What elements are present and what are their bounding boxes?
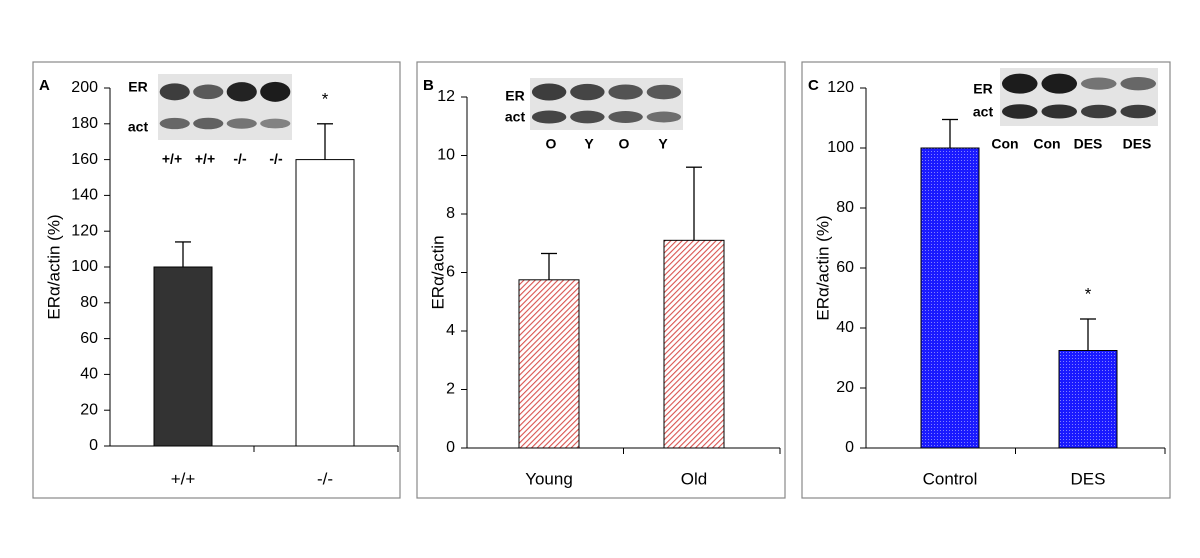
blot-band [1041,73,1078,94]
y-tick-label: 160 [71,151,98,168]
y-tick-label: 6 [446,264,455,281]
blot-row-label: act [505,109,526,125]
y-axis-label: ERα/actin (%) [813,215,832,320]
blot-row-label: act [973,104,994,120]
y-axis-label: ERα/actin (%) [44,214,63,319]
blot-row-label: act [128,119,149,135]
y-tick-label: 180 [71,115,98,132]
blot-row-label: ER [973,81,992,97]
blot-band [1041,104,1078,119]
y-tick-label: 20 [836,379,854,396]
blot-band [1120,104,1157,119]
blot-band [531,83,567,101]
panel-frame [32,61,401,499]
y-axis-label: ERα/actin [428,235,447,309]
y-tick-label: 80 [836,199,854,216]
blot-band [260,81,291,102]
blot-band [1001,73,1038,94]
blot-band [1080,104,1117,119]
blot-band [159,117,190,130]
blot-lane-label: Y [584,136,594,152]
blot-band [646,111,682,123]
x-tick-label: Control [923,469,978,488]
significance-mark: * [322,89,329,108]
blot-lane-label: Con [991,136,1018,152]
y-tick-label: 10 [437,147,455,164]
bar [518,279,580,449]
x-tick-label: Old [681,469,707,488]
y-tick-label: 140 [71,187,98,204]
x-tick-label: Young [525,469,573,488]
significance-mark: * [1085,284,1092,303]
y-tick-label: 0 [89,437,98,454]
blot-band [608,84,643,100]
blot-band [1080,77,1117,90]
panel-label: A [39,77,50,94]
y-tick-label: 40 [80,366,98,383]
blot-row-label: ER [128,79,147,95]
blot-band [226,82,257,102]
blot-lane-label: O [619,136,630,152]
x-tick-label: +/+ [171,469,196,488]
panel-label: B [423,77,434,94]
blot-lane-label: +/+ [195,151,215,167]
y-tick-label: 100 [71,258,98,275]
blot-band [570,83,605,101]
y-tick-label: 12 [437,88,455,105]
blot-lane-label: Con [1033,136,1060,152]
x-tick-label: -/- [317,469,333,488]
y-tick-label: 120 [71,222,98,239]
bar [920,147,980,449]
blot-band [570,110,605,124]
y-tick-label: 40 [836,319,854,336]
blot-band [226,118,257,129]
blot-band [1120,76,1157,91]
y-tick-label: 200 [71,79,98,96]
blot-lane-label: DES [1074,136,1103,152]
panel-frame [416,61,786,499]
blot-band [193,117,224,130]
y-tick-label: 0 [446,439,455,456]
blot-band [193,84,224,100]
blot-lane-label: -/- [269,151,283,167]
blot-lane-label: +/+ [162,151,182,167]
panel-label: C [808,77,819,94]
y-tick-label: 120 [827,79,854,96]
blot-band [260,118,291,129]
blot-band [531,110,567,124]
blot-row-label: ER [505,88,524,104]
y-tick-label: 20 [80,401,98,418]
blot-band [159,83,190,101]
y-tick-label: 80 [80,294,98,311]
blot-band [1001,104,1038,119]
y-tick-label: 60 [80,330,98,347]
blot-band [646,84,682,100]
panel-frame [801,61,1171,499]
blot-band [608,111,643,123]
bar [295,159,355,447]
y-tick-label: 100 [827,139,854,156]
blot-lane-label: Y [658,136,668,152]
blot-lane-label: DES [1123,136,1152,152]
bar [1058,350,1118,449]
y-tick-label: 0 [845,439,854,456]
y-tick-label: 60 [836,259,854,276]
y-tick-label: 2 [446,381,455,398]
bar [153,266,213,447]
bar [663,239,725,449]
y-tick-label: 8 [446,205,455,222]
y-tick-label: 4 [446,322,455,339]
blot-lane-label: -/- [233,151,247,167]
x-tick-label: DES [1071,469,1106,488]
blot-lane-label: O [546,136,557,152]
